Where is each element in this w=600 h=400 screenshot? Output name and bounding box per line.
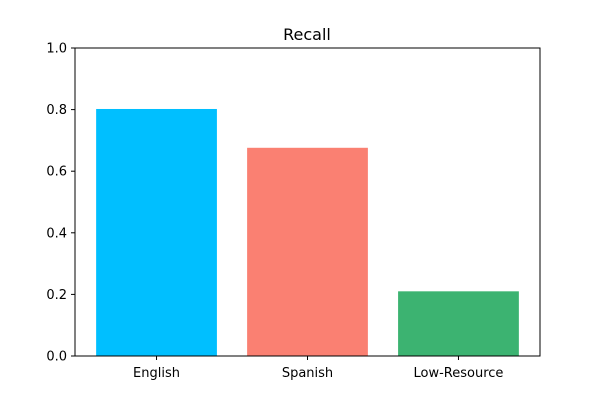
y-tick-label: 0.8 (46, 103, 67, 118)
y-tick-label: 0.0 (46, 350, 67, 365)
x-tick-label: English (133, 366, 180, 381)
y-tick-label: 1.0 (46, 42, 67, 57)
bar-spanish (247, 147, 368, 356)
bar-english (96, 108, 217, 356)
bars-group (96, 108, 519, 356)
bar-low-resource (398, 291, 519, 356)
x-tick-label: Spanish (282, 366, 333, 381)
y-tick-label: 0.4 (46, 226, 67, 241)
x-axis-ticks: English Spanish Low-Resource (133, 356, 503, 381)
y-tick-label: 0.6 (46, 165, 67, 180)
x-tick-label: Low-Resource (414, 366, 504, 381)
chart-title: Recall (283, 25, 331, 44)
plot-frame (74, 47, 541, 357)
y-axis-ticks: 0.0 0.2 0.4 0.6 0.8 1.0 (46, 42, 75, 365)
y-tick-label: 0.2 (46, 288, 67, 303)
